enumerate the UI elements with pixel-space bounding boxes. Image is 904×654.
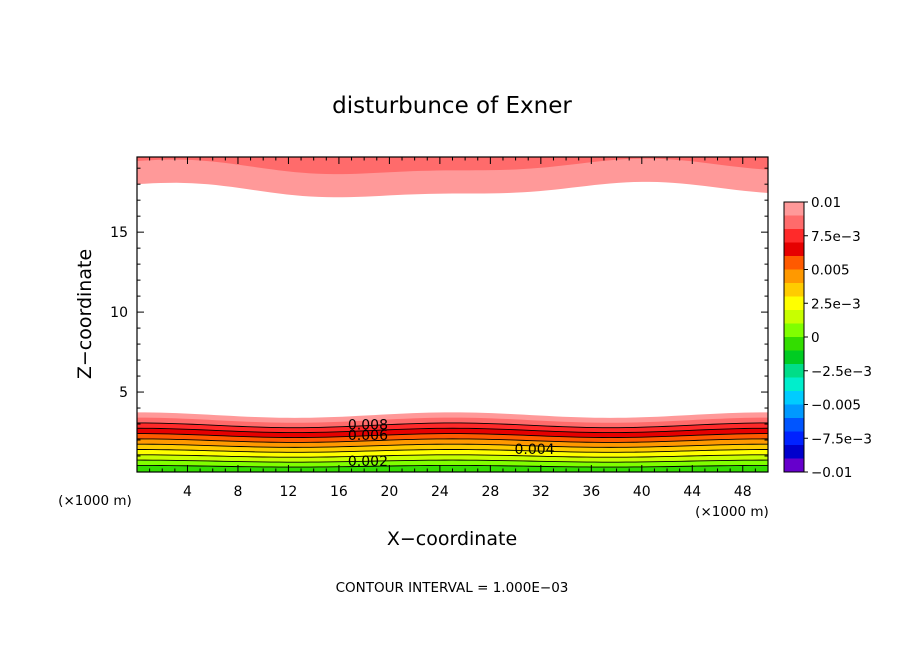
colorbar-swatch: [784, 310, 804, 324]
y-axis-label: Z−coordinate: [74, 249, 96, 379]
x-tick-label: 20: [380, 484, 398, 500]
x-tick-label: 40: [633, 484, 651, 500]
x-tick-label: 12: [280, 484, 298, 500]
x-tick-label: 8: [233, 484, 242, 500]
colorbar-swatch: [784, 350, 804, 365]
x-unit-right: (×1000 m): [695, 504, 769, 520]
contour-line: [136, 422, 769, 429]
contour-line: [136, 449, 769, 453]
colorbar-label: 2.5e−3: [811, 296, 861, 312]
contour-band: [137, 157, 768, 175]
colorbar-swatch: [784, 377, 804, 392]
colorbar-swatch: [784, 269, 804, 284]
colorbar-swatch: [784, 458, 804, 473]
x-tick-label: 24: [431, 484, 449, 500]
chart-title: disturbunce of Exner: [332, 93, 572, 119]
contour-line: [136, 443, 769, 448]
contour-line: [136, 433, 769, 438]
colorbar-label: 7.5e−3: [811, 229, 861, 245]
colorbar-swatch: [784, 391, 804, 405]
colorbar-swatch: [784, 337, 804, 351]
y-tick-label: 15: [110, 225, 128, 241]
contour-line: [136, 454, 769, 458]
x-tick-label: 44: [683, 484, 701, 500]
colorbar-swatch: [784, 445, 804, 459]
contour-line: [136, 427, 769, 434]
colorbar-label: 0: [811, 330, 820, 346]
colorbar-swatch: [784, 242, 804, 257]
colorbar-swatch: [784, 431, 804, 446]
x-tick-label: 32: [532, 484, 550, 500]
colorbar-label: −7.5e−3: [811, 431, 872, 447]
colorbar-label: 0.005: [811, 263, 850, 279]
colorbar-swatch: [784, 364, 804, 378]
colorbar: 0.01 7.5e−3 0.005 2.5e−3 0 −2.5e−3 −0.005 −7.5e…: [783, 195, 872, 481]
contour-line: [136, 438, 769, 443]
contour-label: 0.006: [348, 428, 388, 444]
colorbar-swatch: [784, 283, 804, 297]
colorbar-swatch: [784, 418, 804, 432]
colorbar-swatch: [784, 256, 804, 270]
contour-label: 0.002: [348, 454, 388, 470]
colorbar-swatch: [784, 404, 804, 419]
y-tick-label: 5: [119, 385, 128, 401]
colorbar-label: −0.005: [811, 398, 861, 414]
x-tick-label: 48: [734, 484, 752, 500]
colorbar-label: 0.01: [811, 195, 841, 211]
x-tick-label: 4: [183, 484, 192, 500]
colorbar-swatch: [784, 296, 804, 311]
colorbar-label: −0.01: [811, 465, 852, 481]
colorbar-swatch: [784, 215, 804, 230]
contour-lines: [136, 422, 769, 468]
contour-interval-note: CONTOUR INTERVAL = 1.000E−03: [336, 580, 569, 596]
contour-line: [136, 464, 769, 468]
x-axis-label: X−coordinate: [387, 528, 517, 550]
x-tick-label: 16: [330, 484, 348, 500]
colorbar-label: −2.5e−3: [811, 364, 872, 380]
contour-fills: [137, 157, 768, 472]
colorbar-swatch: [784, 202, 804, 216]
colorbar-swatch: [784, 323, 804, 338]
x-unit-left: (×1000 m): [58, 493, 132, 509]
x-tick-label: 36: [582, 484, 600, 500]
y-tick-label: 10: [110, 305, 128, 321]
contour-label: 0.004: [514, 442, 554, 458]
contour-line: [136, 459, 769, 463]
contour-label: 0.008: [348, 417, 388, 433]
colorbar-swatch: [784, 229, 804, 243]
x-tick-label: 28: [481, 484, 499, 500]
